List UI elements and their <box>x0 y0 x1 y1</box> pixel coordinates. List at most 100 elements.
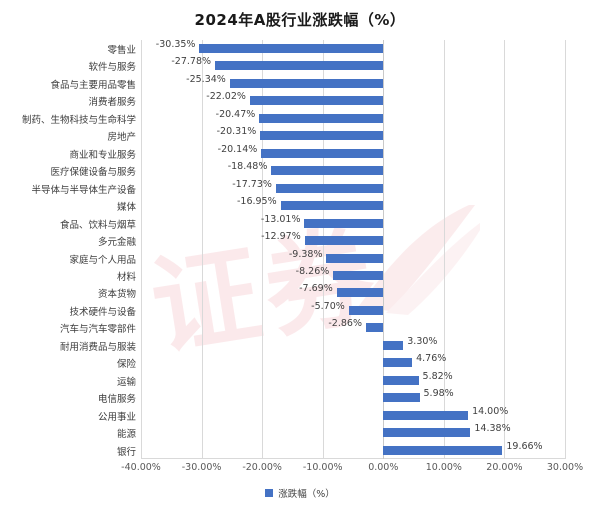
chart-title: 2024年A股行业涨跌幅（%） <box>194 11 406 29</box>
legend[interactable]: 涨跌幅（%） <box>0 486 600 500</box>
bar-row: 19.66% <box>141 441 565 459</box>
x-tick-label: 0.00% <box>368 462 399 473</box>
x-tick-label: -30.00% <box>181 462 222 473</box>
bar[interactable] <box>215 61 384 71</box>
bar-value-label: -20.14% <box>217 143 258 155</box>
bar-row: -5.70% <box>141 300 565 319</box>
bar-value-label: -2.86% <box>328 318 362 330</box>
bar-value-label: 5.82% <box>422 370 453 382</box>
x-tick-label: -10.00% <box>302 462 343 473</box>
bar-row: -2.86% <box>141 318 565 336</box>
bar-row: -7.69% <box>141 283 565 301</box>
x-axis-ticks: -40.00% -30.00% -20.00% -10.00% 0.00% 10.00% 2… <box>121 462 583 478</box>
category-label: 电信服务 <box>97 394 136 406</box>
category-label: 商业和专业服务 <box>69 149 136 161</box>
bar[interactable] <box>383 358 413 368</box>
bar[interactable] <box>326 253 384 263</box>
bar-value-label: -7.69% <box>299 283 333 295</box>
bar-row: -25.34% <box>141 73 565 92</box>
category-label: 汽车与汽车零部件 <box>59 324 136 336</box>
x-tick-label: 20.00% <box>486 462 523 473</box>
bar-value-label: -5.70% <box>311 300 345 312</box>
x-tick-label: -20.00% <box>242 462 282 473</box>
bar-row: -18.48% <box>141 161 565 179</box>
category-label: 房地产 <box>107 132 136 144</box>
gridline <box>443 40 445 459</box>
category-label: 媒体 <box>116 202 136 214</box>
bar[interactable] <box>260 131 384 141</box>
bar-row: 5.82% <box>141 370 565 389</box>
category-label: 半导体与半导体生产设备 <box>31 184 136 196</box>
bar-row: 4.76% <box>141 353 565 371</box>
gridline <box>565 40 566 459</box>
category-label: 制药、生物科技与生命科学 <box>21 114 136 126</box>
category-label: 软件与服务 <box>88 62 136 74</box>
bar-row: -22.02% <box>141 91 565 109</box>
bar-value-label: -16.95% <box>236 196 277 208</box>
bar[interactable] <box>275 183 384 193</box>
bar[interactable] <box>261 148 384 158</box>
bar[interactable] <box>383 410 469 420</box>
bar-row: -20.14% <box>141 143 565 162</box>
legend-swatch-icon <box>265 489 274 497</box>
bar[interactable] <box>229 78 384 88</box>
bar[interactable] <box>271 166 384 176</box>
gridline <box>504 40 506 459</box>
bar-value-label: -30.35% <box>155 39 196 50</box>
bar-row: -20.47% <box>141 109 565 127</box>
bar-row: 14.00% <box>141 406 565 424</box>
category-label: 零售业 <box>107 45 136 56</box>
bar[interactable] <box>336 288 384 298</box>
category-label: 食品、饮料与烟草 <box>59 219 136 231</box>
bar[interactable] <box>304 236 384 246</box>
bar[interactable] <box>304 218 384 228</box>
bar-row: -20.31% <box>141 126 565 144</box>
bar-row: -16.95% <box>141 196 565 214</box>
x-tick-label: 30.00% <box>546 462 584 473</box>
bar-row: -30.35% <box>141 39 565 57</box>
bar-row: 14.38% <box>141 423 565 441</box>
bar-row: -17.73% <box>141 179 565 197</box>
bar[interactable] <box>383 428 471 438</box>
bar[interactable] <box>348 305 384 315</box>
bar[interactable] <box>249 96 384 106</box>
bar-row: 3.30% <box>141 335 565 354</box>
category-label: 消费者服务 <box>88 97 136 109</box>
bar-value-label: 4.76% <box>416 353 447 365</box>
bar-value-label: 14.38% <box>474 423 511 435</box>
bar[interactable] <box>383 375 419 385</box>
bar-value-label: -13.01% <box>260 213 301 225</box>
bar[interactable] <box>280 201 384 211</box>
category-label: 资本货物 <box>97 289 136 301</box>
bar[interactable] <box>199 44 384 53</box>
bar-row: 5.98% <box>141 388 565 406</box>
category-label: 能源 <box>116 429 136 441</box>
bar-value-label: -25.34% <box>186 73 226 85</box>
bar-value-label: -27.78% <box>171 56 212 68</box>
bar-row: -8.26% <box>141 266 565 284</box>
legend-label: 涨跌幅（%） <box>278 489 335 500</box>
bar[interactable] <box>383 393 420 403</box>
bar-value-label: -12.97% <box>261 231 301 243</box>
category-label: 食品与主要用品零售 <box>50 79 136 91</box>
axis-baseline <box>141 458 565 459</box>
bar[interactable] <box>259 113 384 123</box>
category-label: 运输 <box>116 376 136 388</box>
gridline <box>201 40 203 459</box>
bar-value-label: -18.48% <box>227 161 268 173</box>
category-label: 银行 <box>116 446 136 458</box>
category-label: 公用事业 <box>97 411 136 423</box>
bar[interactable] <box>333 270 384 280</box>
gridline <box>141 40 142 459</box>
x-tick-label: -40.00% <box>121 462 161 473</box>
gridline <box>383 40 385 459</box>
category-label: 家庭与个人用品 <box>69 254 136 266</box>
bar[interactable] <box>383 340 404 350</box>
bar[interactable] <box>365 323 384 333</box>
bar-row: -27.78% <box>141 56 565 74</box>
category-label: 多元金融 <box>97 237 136 249</box>
category-label: 保险 <box>116 359 136 371</box>
bar[interactable] <box>383 445 503 455</box>
bar-value-label: 3.30% <box>407 335 438 347</box>
